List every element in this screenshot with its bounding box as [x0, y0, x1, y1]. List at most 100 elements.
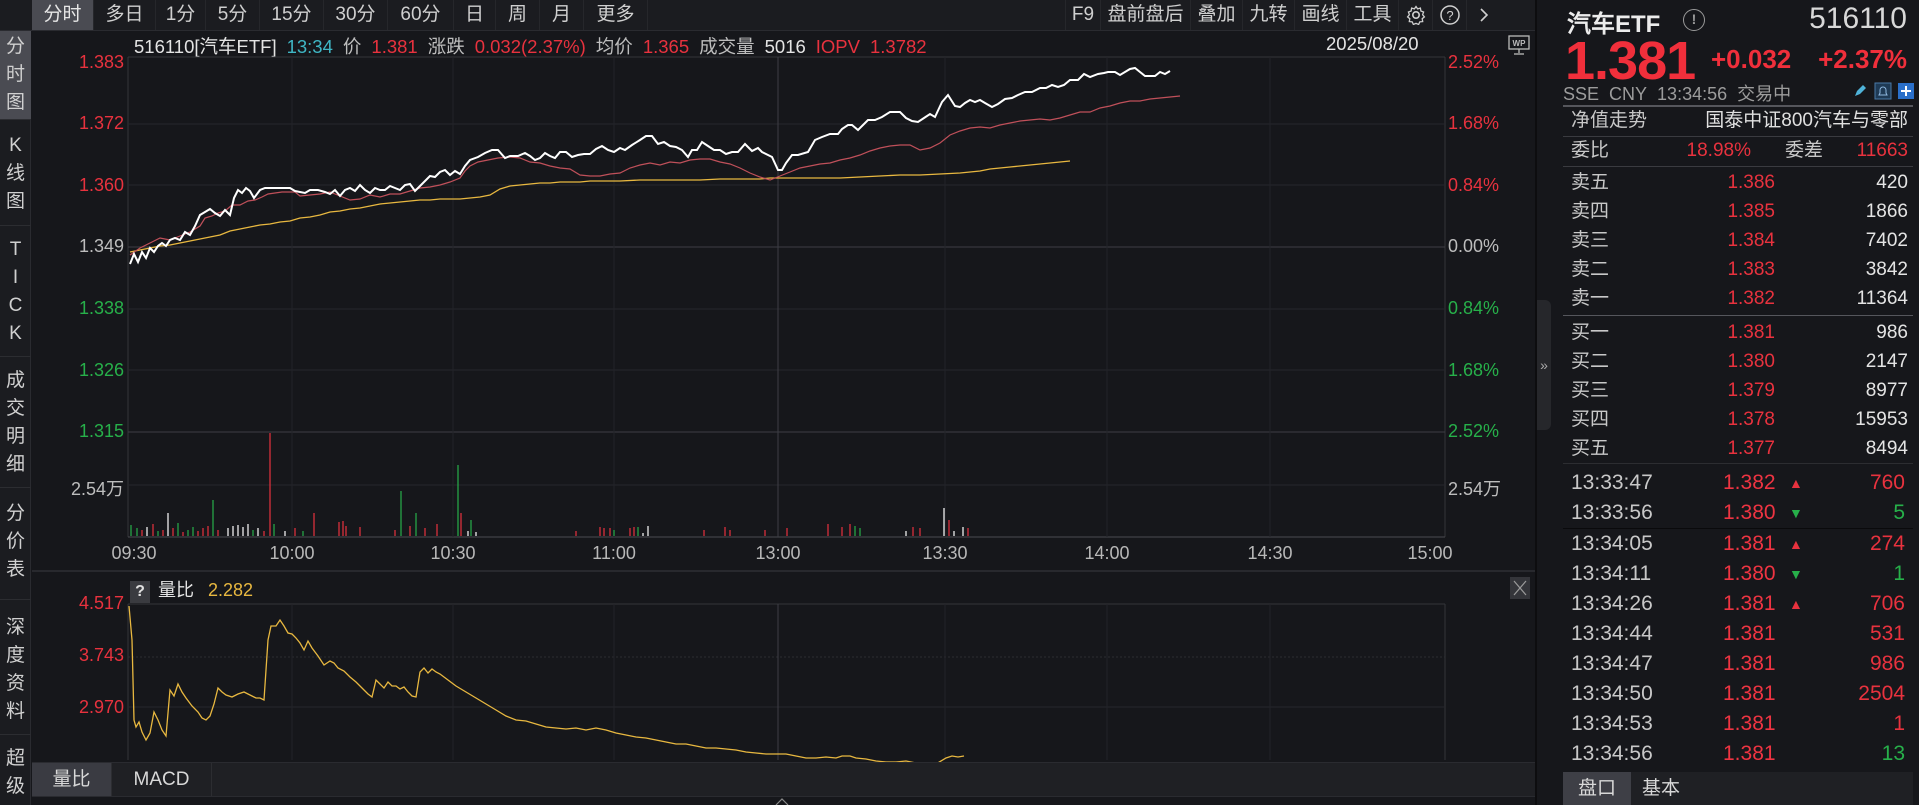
tick-row: 13:34:26 1.381 ▲ 706 [1563, 589, 1913, 619]
tick-time: 13:34:50 [1571, 682, 1653, 705]
change-label: 涨跌 [427, 36, 465, 57]
overlay-button[interactable]: 叠加 [1191, 0, 1243, 30]
bid-volume: 8977 [1865, 380, 1908, 401]
tab-30min[interactable]: 30分 [324, 0, 388, 30]
panel-divider[interactable] [1535, 0, 1537, 805]
intraday-price-plot[interactable] [0, 0, 1535, 805]
left-view-nav: 分 时 图 K 线 图 T I C K 成 交 明 细 分 价 表 深 度 资 … [0, 31, 31, 805]
tab-order-book[interactable]: 盘口 [1563, 772, 1631, 805]
nav-depth-info[interactable]: 深 度 资 料 [0, 600, 31, 735]
bid-level-4: 买四 1.378 15953 [1563, 405, 1908, 435]
tab-5min[interactable]: 5分 [206, 0, 260, 30]
exchange-label: SSE [1563, 84, 1600, 104]
nav-trade-detail[interactable]: 成 交 明 细 [0, 357, 31, 488]
tools-button[interactable]: 工具 [1347, 0, 1399, 30]
x-tick-1400: 14:00 [1084, 543, 1130, 563]
close-indicator-icon[interactable] [1510, 577, 1530, 599]
tick-price: 1.382 [1723, 471, 1776, 494]
tab-intraday[interactable]: 分时 [32, 0, 94, 30]
tab-basic-info[interactable]: 基本 [1641, 778, 1680, 799]
tick-volume: 5 [1893, 501, 1905, 524]
bell-icon[interactable] [1874, 82, 1892, 100]
nav-kline-chart[interactable]: K 线 图 [0, 120, 31, 226]
tab-multiday[interactable]: 多日 [94, 0, 156, 30]
panel-resize-handle[interactable] [32, 796, 1535, 805]
ask-level-2: 卖二 1.383 3842 [1563, 255, 1908, 285]
nav-tick[interactable]: T I C K [0, 226, 31, 357]
price-change: +0.032 [1711, 44, 1792, 74]
price-value: 1.381 [371, 36, 418, 57]
bid-volume: 2147 [1865, 351, 1908, 372]
avg-value: 1.365 [642, 36, 690, 57]
ask-label: 卖一 [1571, 288, 1610, 309]
ratio-tick-3743: 3.743 [78, 645, 124, 665]
tab-volume-ratio[interactable]: 量比 [32, 763, 112, 797]
pct-tick-neg252: 2.52% [1448, 421, 1500, 441]
tick-price: 1.381 [1723, 532, 1776, 555]
nav-price-table[interactable]: 分 价 表 [0, 488, 31, 600]
ask-label: 卖五 [1571, 172, 1610, 193]
security-name: 汽车ETF [1567, 11, 1661, 38]
ask-level-4: 卖四 1.385 1866 [1563, 197, 1908, 227]
y-tick-1315: 1.315 [78, 421, 124, 441]
tick-time: 13:34:44 [1571, 622, 1653, 645]
ask-volume: 7402 [1865, 230, 1908, 251]
symbol-label: 516110[汽车ETF] [134, 36, 277, 57]
pencil-icon[interactable] [1851, 82, 1869, 100]
tab-month[interactable]: 月 [540, 0, 584, 30]
tick-time: 13:34:26 [1571, 592, 1653, 615]
ask-price: 1.384 [1727, 230, 1775, 251]
tick-price: 1.381 [1723, 742, 1776, 765]
ask-volume: 420 [1876, 172, 1908, 193]
tick-volume: 2504 [1858, 682, 1905, 705]
separator [1563, 315, 1913, 316]
nav-super[interactable]: 超 级 [5, 748, 25, 797]
tab-macd[interactable]: MACD [112, 763, 212, 797]
nav-trend-row[interactable]: 净值走势 国泰中证800汽车与零部 [1563, 106, 1908, 136]
indicator-label: 量比 [158, 580, 194, 600]
arrow-up-icon: ▲ [1789, 475, 1803, 491]
draw-line-button[interactable]: 画线 [1295, 0, 1347, 30]
tab-week[interactable]: 周 [496, 0, 540, 30]
gear-icon[interactable] [1399, 0, 1433, 30]
pct-tick-pos252: 2.52% [1448, 52, 1500, 72]
nav-trend-label[interactable]: 净值走势 [1571, 110, 1648, 131]
ask-label: 卖四 [1571, 201, 1610, 222]
help-question-icon[interactable]: ? [130, 581, 150, 603]
svg-text:WP: WP [1513, 39, 1527, 48]
avg-label: 均价 [595, 36, 633, 57]
collapse-panel-button[interactable]: » [1537, 300, 1551, 430]
f9-button[interactable]: F9 [1065, 0, 1101, 30]
x-tick-1430: 14:30 [1247, 543, 1293, 563]
tick-volume: 1 [1893, 562, 1905, 585]
tab-15min[interactable]: 15分 [260, 0, 324, 30]
bid-level-5: 买五 1.377 8494 [1563, 434, 1908, 464]
nav-intraday-chart[interactable]: 分 时 图 [0, 31, 31, 120]
tab-1min[interactable]: 1分 [156, 0, 206, 30]
y-tick-1360: 1.360 [78, 175, 124, 195]
tab-more[interactable]: 更多 [584, 0, 648, 30]
add-watchlist-icon[interactable] [1897, 82, 1915, 100]
arrow-up-icon: ▲ [1789, 596, 1803, 612]
y-tick-1372: 1.372 [78, 113, 124, 133]
tab-day[interactable]: 日 [454, 0, 496, 30]
tick-price: 1.380 [1723, 562, 1776, 585]
help-icon[interactable]: ? [1433, 0, 1467, 30]
last-price: 1.381 [1565, 31, 1696, 91]
tab-60min[interactable]: 60分 [388, 0, 454, 30]
chevron-right-icon[interactable] [1467, 0, 1501, 30]
premarket-button[interactable]: 盘前盘后 [1101, 0, 1191, 30]
info-alert-icon[interactable]: ! [1683, 9, 1705, 31]
y-tick-1338: 1.338 [78, 298, 124, 318]
bid-price: 1.380 [1727, 351, 1775, 372]
nine-turn-button[interactable]: 九转 [1243, 0, 1295, 30]
pct-tick-pos168: 1.68% [1448, 113, 1500, 133]
pct-tick-neg168: 1.68% [1448, 360, 1500, 380]
wp-monitor-icon[interactable]: WP [1508, 35, 1530, 57]
pct-tick-neg084: 0.84% [1448, 298, 1500, 318]
indicator-tabs: 量比 MACD [32, 762, 1535, 797]
tick-price: 1.380 [1723, 501, 1776, 524]
tick-row: 13:34:53 1.381 1 [1563, 709, 1913, 739]
ask-level-5: 卖五 1.386 420 [1563, 168, 1908, 198]
tick-row: 13:34:47 1.381 986 [1563, 649, 1913, 679]
